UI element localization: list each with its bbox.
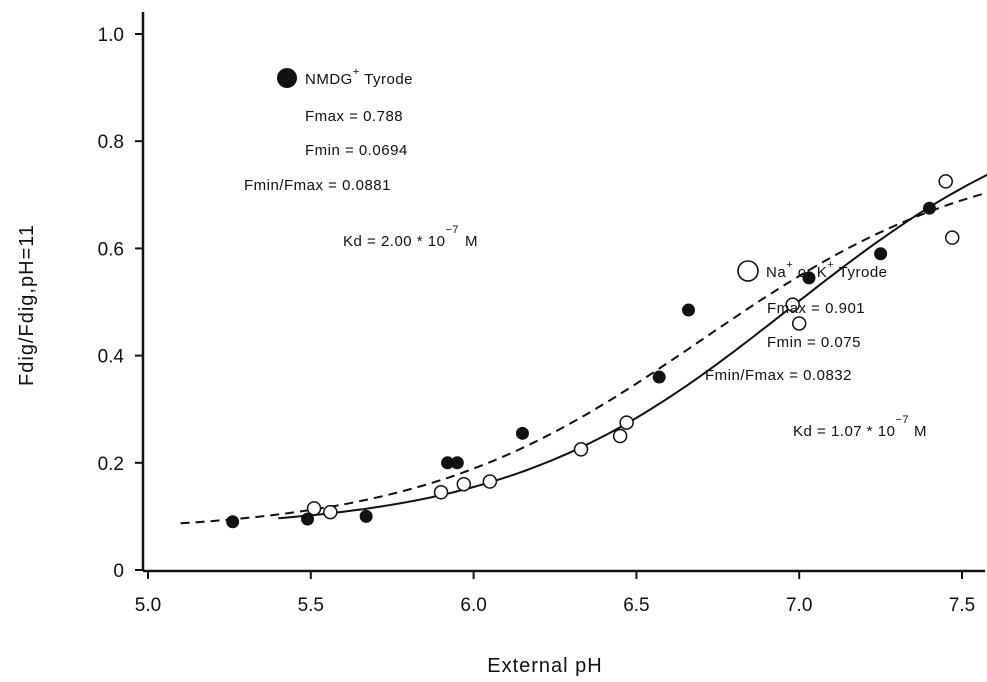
na-k-data-point	[791, 316, 807, 331]
nmdg-kd: Kd = 2.00 * 10−7M	[343, 224, 478, 250]
na-k-data-point	[433, 485, 449, 500]
na-k-data-point	[456, 476, 472, 492]
x-tick-label: 6.5	[623, 595, 649, 616]
x-tick-label: 7.5	[949, 595, 975, 616]
nmdg-data-point	[922, 201, 936, 215]
nmdg-data-point	[681, 303, 695, 317]
na-k-fmax: Fmax = 0.901	[767, 300, 865, 317]
nmdg-data-point	[515, 426, 529, 440]
na-k-fmin: Fmin = 0.075	[767, 334, 861, 351]
x-tick-label: 7.0	[786, 595, 812, 616]
na-k-data-point	[573, 442, 589, 457]
y-tick-label: 0	[113, 561, 124, 582]
na-k-annotation: Na+ or K+ Tyrode Fmax = 0.901 Fmin = 0.0…	[705, 259, 927, 440]
y-tick-label: 0.2	[98, 454, 124, 475]
nmdg-fmax: Fmax = 0.788	[305, 108, 403, 125]
x-tick-label: 5.0	[135, 595, 161, 616]
nmdg-data-point	[226, 515, 240, 529]
na-k-ratio: Fmin/Fmax = 0.0832	[705, 367, 852, 384]
na-k-data-point	[482, 474, 498, 489]
nmdg-data-point	[450, 456, 464, 470]
na-k-data-point	[612, 428, 628, 444]
nmdg-ratio: Fmin/Fmax = 0.0881	[244, 177, 391, 194]
data-points	[226, 174, 960, 529]
nmdg-data-point	[359, 509, 373, 523]
na-k-data-point	[938, 174, 953, 189]
y-tick-label: 0.8	[98, 132, 124, 153]
na-k-data-point	[619, 415, 634, 430]
x-axis-ticks: 5.05.56.06.57.07.58.08.5	[135, 571, 975, 616]
y-axis-ticks: 0 0.2 0.4 0.6 0.8 1.0	[98, 25, 143, 582]
na-k-data-point	[944, 230, 960, 245]
y-tick-label: 1.0	[98, 25, 124, 46]
plot-area: 00.20.40.60.81.0 5.05.56.06.57.07.58.08.…	[98, 12, 987, 616]
nmdg-legend-label: NMDG+ Tyrode	[305, 66, 413, 88]
y-tick-label: 0.4	[98, 347, 125, 368]
na-k-data-point	[785, 297, 800, 312]
nmdg-fit-curve	[180, 191, 987, 525]
nmdg-data-point	[802, 271, 816, 285]
na-k-legend-label: Na+ or K+ Tyrode	[766, 259, 888, 281]
x-tick-label: 5.5	[298, 595, 324, 616]
nmdg-data-point	[874, 247, 888, 261]
na-k-data-point	[306, 501, 322, 516]
nmdg-fmin: Fmin = 0.0694	[305, 142, 408, 159]
x-axis-title: External pH	[487, 655, 603, 677]
filled-circle-legend-marker	[277, 68, 297, 88]
y-tick-label: 0.6	[98, 239, 124, 260]
y-axis-title: Fdig/Fdig,pH=11	[16, 224, 38, 386]
na-k-data-point	[323, 504, 338, 520]
nmdg-data-point	[652, 370, 666, 384]
nmdg-annotation: NMDG+ Tyrode Fmax = 0.788 Fmin = 0.0694 …	[244, 66, 478, 250]
nmdg-data-point	[301, 512, 315, 526]
x-tick-label: 6.0	[460, 595, 486, 616]
open-circle-legend-marker	[737, 260, 759, 282]
na-k-kd: Kd = 1.07 * 10−7M	[793, 414, 927, 440]
